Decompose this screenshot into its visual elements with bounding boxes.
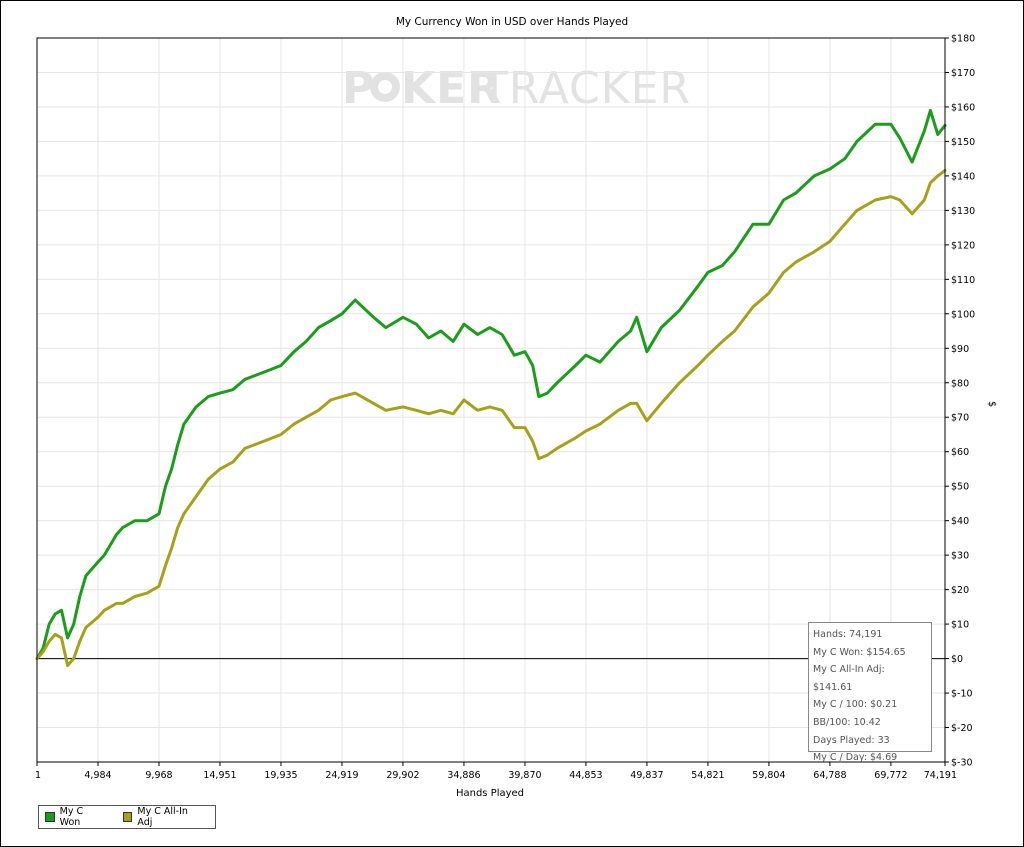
y-tick-label: $-20	[951, 723, 973, 734]
stat-hands: Hands: 74,191	[813, 629, 883, 640]
series-line-c-won	[35, 108, 947, 661]
stat-all-in-adj: My C All-In Adj: $141.61	[813, 664, 885, 693]
x-tick-label: 34,886	[447, 770, 480, 781]
legend-swatch-c-won	[45, 812, 55, 822]
watermark-tracker: TRACKER	[480, 63, 691, 114]
stat-c-won: My C Won: $154.65	[813, 646, 906, 658]
y-tick-label: $10	[951, 620, 969, 631]
watermark-p: P	[342, 63, 375, 114]
stat-days-played: Days Played: 33	[813, 734, 890, 746]
x-tick-label: 64,788	[813, 770, 846, 781]
legend-label-all-in-adj: My C All-In Adj	[137, 806, 188, 828]
y-tick-label: $150	[951, 137, 975, 148]
y-tick-label: $100	[951, 309, 975, 320]
series-layer	[35, 108, 947, 667]
y-tick-label: $70	[951, 413, 969, 424]
legend-item-c-won[interactable]: My C Won	[45, 806, 105, 828]
stats-box: Hands: 74,191 My C Won: $154.65 My C All…	[808, 622, 932, 763]
watermark-chip-center	[378, 80, 392, 94]
x-axis-label: Hands Played	[456, 788, 524, 799]
y-tick-label: $140	[951, 171, 975, 182]
x-tick-label: 44,853	[569, 770, 602, 781]
y-tick-label: $-10	[951, 689, 973, 700]
legend-item-all-in-adj[interactable]: My C All-In Adj	[122, 806, 203, 828]
x-tick-label: 9,968	[145, 770, 172, 781]
watermark-ker: KER	[401, 63, 502, 114]
legend-swatch-all-in-adj	[122, 812, 133, 822]
x-tick-label: 29,902	[386, 770, 419, 781]
x-tick-label: 49,837	[630, 770, 663, 781]
y-tick-label: $180	[951, 34, 975, 45]
chart-title: My Currency Won in USD over Hands Played	[396, 16, 628, 28]
x-tick-label: 74,191	[924, 770, 957, 781]
stat-c-per-day: My C / Day: $4.69	[813, 752, 898, 764]
y-axis-label: $	[986, 401, 997, 407]
y-tick-label: $130	[951, 206, 975, 217]
x-tick-label: 14,951	[203, 770, 236, 781]
y-tick-label: $0	[951, 654, 963, 665]
legend: My C Won My C All-In Adj	[38, 805, 216, 829]
stat-c-per-100: My C / 100: $0.21	[813, 699, 898, 711]
x-tick-label: 69,772	[874, 770, 907, 781]
y-tick-label: $110	[951, 275, 975, 286]
x-tick-label: 1	[35, 770, 41, 781]
y-tick-label: $80	[951, 378, 969, 389]
poker-tracker-watermark: P KER TRACKER	[342, 63, 691, 114]
x-tick-label: 39,870	[508, 770, 541, 781]
x-tick-label: 19,935	[264, 770, 297, 781]
x-tick-label: 59,804	[752, 770, 785, 781]
plot-area-border	[36, 37, 946, 763]
y-axis-ticks: $-30 $-20 $-10 $0 $10 $20 $30 $40 $50 $60 $70 $80 $9…	[945, 34, 975, 769]
y-tick-label: $160	[951, 102, 975, 113]
y-tick-label: $60	[951, 447, 969, 458]
x-tick-label: 54,821	[691, 770, 724, 781]
x-axis-ticks: 1 4,984 9,968 14,951 19,935 24,919 29,902 34,88…	[35, 762, 957, 781]
y-tick-label: $40	[951, 516, 969, 527]
y-tick-label: $50	[951, 482, 969, 493]
y-tick-label: $90	[951, 344, 969, 355]
series-line-all-in-adj	[35, 168, 947, 667]
y-tick-label: $30	[951, 551, 969, 562]
y-tick-label: $20	[951, 585, 969, 596]
legend-label-c-won: My C Won	[59, 806, 84, 828]
y-tick-label: $170	[951, 68, 975, 79]
stat-bb-per-100: BB/100: 10.42	[813, 716, 881, 728]
x-tick-label: 24,919	[325, 770, 358, 781]
y-tick-label: $-30	[951, 758, 973, 769]
x-tick-label: 4,984	[84, 770, 111, 781]
y-tick-label: $120	[951, 240, 975, 251]
